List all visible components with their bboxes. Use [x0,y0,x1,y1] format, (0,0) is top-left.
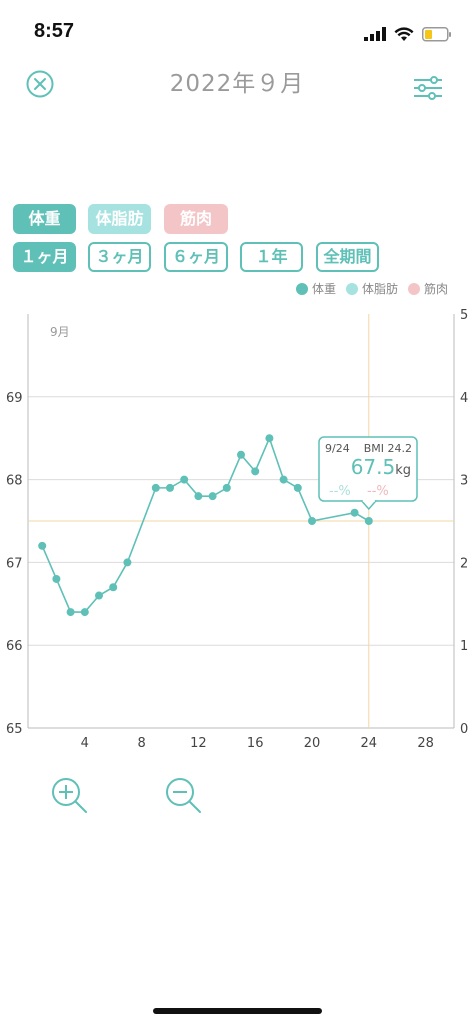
data-point [52,574,61,583]
legend-muscle: 筋肉 [407,280,448,297]
data-point [95,591,103,600]
tab-weight[interactable]: 体重 [13,204,76,234]
legend-weight: 体重 [295,280,336,297]
y-tick-right: 5 [460,308,468,323]
y-tick-left: 65 [6,722,23,737]
data-point [208,492,217,501]
data-point [66,608,75,617]
month-label: 9月 [50,325,70,339]
zoom-in-icon[interactable] [50,776,90,816]
data-point [38,541,47,550]
y-tick-left: 66 [6,639,23,654]
tooltip-muscle: --% [367,484,389,499]
y-tick-right: 2 [460,556,468,571]
legend-dot-muscle [407,282,420,295]
legend-label-weight: 体重 [311,282,336,296]
data-point [251,467,260,476]
data-point [180,475,189,484]
tooltip-bmi: BMI 24.2 [364,442,412,455]
tab-body-fat[interactable]: 体脂肪 [88,204,151,234]
y-tick-right: 1 [460,639,468,654]
legend-body-fat: 体脂肪 [345,280,398,297]
data-point [293,483,302,492]
x-tick: 12 [190,736,207,751]
period-tab-3month[interactable]: ３ヶ月 [88,242,151,272]
data-point [194,492,203,501]
data-point [80,608,89,617]
legend-dot-body-fat [345,282,358,295]
period-tab-1month[interactable]: １ヶ月 [13,242,76,272]
y-tick-right: 0 [460,722,468,737]
x-tick: 24 [361,736,378,751]
x-tick: 28 [417,736,434,751]
data-point [222,483,231,492]
legend-label-body-fat: 体脂肪 [361,282,398,296]
data-point [279,475,288,484]
data-point [364,517,373,525]
y-tick-left: 67 [6,556,23,571]
status-time: 8:57 [34,20,75,42]
y-tick-left: 69 [6,391,23,406]
data-point [123,558,132,567]
tooltip-value: 67.5kg [351,455,411,479]
chart-legend: 体重 体脂肪 筋肉 [295,280,448,297]
tooltip-date: 9/24 [325,442,350,455]
battery-icon [422,26,451,41]
x-tick: 4 [81,736,89,751]
y-tick-left: 68 [6,474,23,489]
period-tab-all[interactable]: 全期間 [316,242,379,272]
x-tick: 20 [304,736,321,751]
zoom-out-icon[interactable] [164,776,204,816]
home-indicator [153,1008,322,1014]
page-title: 2022年９月 [169,71,305,97]
status-icons [364,24,452,44]
y-tick-right: 3 [460,474,468,489]
period-tab-6month[interactable]: ６ヶ月 [164,242,228,272]
period-tab-1year[interactable]: １年 [240,242,303,272]
data-point [151,483,160,492]
data-point [237,450,245,459]
settings-sliders-icon[interactable] [412,74,444,102]
tooltip-pointer [360,500,378,511]
tab-muscle[interactable]: 筋肉 [164,204,228,234]
data-point [308,517,316,525]
tooltip-fat: --% [329,484,351,499]
data-point [350,508,359,517]
wifi-icon [394,26,414,41]
x-tick: 16 [247,736,264,751]
legend-label-muscle: 筋肉 [423,282,448,296]
signal-icon [364,27,386,41]
data-point [166,483,174,492]
legend-dot-weight [295,282,308,295]
data-point [265,434,274,443]
tooltip-pointer-mask [362,499,375,502]
data-point [109,583,118,592]
x-tick: 8 [137,736,145,751]
y-tick-right: 4 [460,391,468,406]
close-icon[interactable] [26,70,54,98]
